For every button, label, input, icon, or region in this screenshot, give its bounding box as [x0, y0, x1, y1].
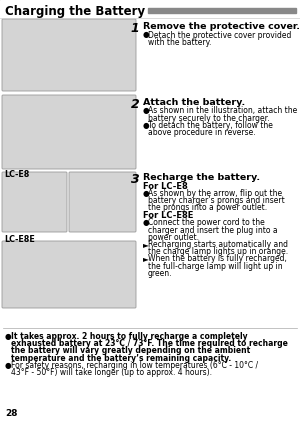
Text: ●: ● — [143, 189, 150, 198]
Text: green.: green. — [148, 269, 172, 278]
Text: Detach the protective cover provided: Detach the protective cover provided — [148, 30, 291, 39]
FancyBboxPatch shape — [2, 241, 136, 308]
FancyBboxPatch shape — [2, 19, 136, 91]
Text: battery charger’s prongs and insert: battery charger’s prongs and insert — [148, 196, 285, 205]
FancyBboxPatch shape — [69, 172, 136, 232]
Text: ●: ● — [143, 219, 150, 228]
Text: exhausted battery at 23°C / 73°F. The time required to recharge: exhausted battery at 23°C / 73°F. The ti… — [11, 339, 288, 348]
Text: LC-E8: LC-E8 — [4, 170, 29, 179]
Text: When the battery is fully recharged,: When the battery is fully recharged, — [148, 255, 287, 264]
Text: For safety reasons, recharging in low temperatures (6°C - 10°C /: For safety reasons, recharging in low te… — [11, 361, 258, 370]
Text: the prongs into a power outlet.: the prongs into a power outlet. — [148, 203, 267, 212]
Text: LC-E8E: LC-E8E — [4, 235, 35, 244]
Text: It takes approx. 2 hours to fully recharge a completely: It takes approx. 2 hours to fully rechar… — [11, 332, 247, 341]
Text: above procedure in reverse.: above procedure in reverse. — [148, 128, 256, 137]
Text: the full-charge lamp will light up in: the full-charge lamp will light up in — [148, 262, 283, 271]
Text: ●: ● — [143, 30, 150, 39]
Bar — [148, 8, 296, 13]
Text: ●: ● — [5, 361, 12, 370]
Text: Charging the Battery: Charging the Battery — [5, 5, 145, 19]
Text: ●: ● — [143, 107, 150, 115]
Text: ►: ► — [143, 255, 149, 264]
Text: To detach the battery, follow the: To detach the battery, follow the — [148, 121, 273, 130]
Text: ●: ● — [143, 121, 150, 130]
FancyBboxPatch shape — [2, 172, 67, 232]
Text: 3: 3 — [130, 173, 140, 186]
Text: 28: 28 — [5, 409, 17, 418]
Text: Remove the protective cover.: Remove the protective cover. — [143, 22, 300, 31]
FancyBboxPatch shape — [2, 95, 136, 169]
Text: 43°F - 50°F) will take longer (up to approx. 4 hours).: 43°F - 50°F) will take longer (up to app… — [11, 368, 212, 377]
Text: temperature and the battery’s remaining capacity.: temperature and the battery’s remaining … — [11, 354, 231, 363]
Text: Recharging starts automatically and: Recharging starts automatically and — [148, 240, 288, 249]
Text: As shown in the illustration, attach the: As shown in the illustration, attach the — [148, 107, 297, 115]
Text: As shown by the arrow, flip out the: As shown by the arrow, flip out the — [148, 189, 282, 198]
Text: For LC-E8E: For LC-E8E — [143, 212, 194, 220]
Text: 1: 1 — [130, 22, 140, 35]
Text: battery securely to the charger.: battery securely to the charger. — [148, 114, 269, 123]
Text: Recharge the battery.: Recharge the battery. — [143, 173, 260, 182]
Text: ●: ● — [5, 332, 12, 341]
Text: power outlet.: power outlet. — [148, 233, 199, 242]
Text: with the battery.: with the battery. — [148, 38, 212, 47]
Text: Connect the power cord to the: Connect the power cord to the — [148, 219, 265, 228]
Text: charger and insert the plug into a: charger and insert the plug into a — [148, 226, 278, 235]
Text: For LC-E8: For LC-E8 — [143, 182, 188, 191]
Text: Attach the battery.: Attach the battery. — [143, 98, 245, 107]
Text: ►: ► — [143, 240, 149, 249]
Text: 2: 2 — [130, 98, 140, 111]
Text: the battery will vary greatly depending on the ambient: the battery will vary greatly depending … — [11, 346, 250, 355]
Text: the charge lamp lights up in orange.: the charge lamp lights up in orange. — [148, 247, 288, 256]
